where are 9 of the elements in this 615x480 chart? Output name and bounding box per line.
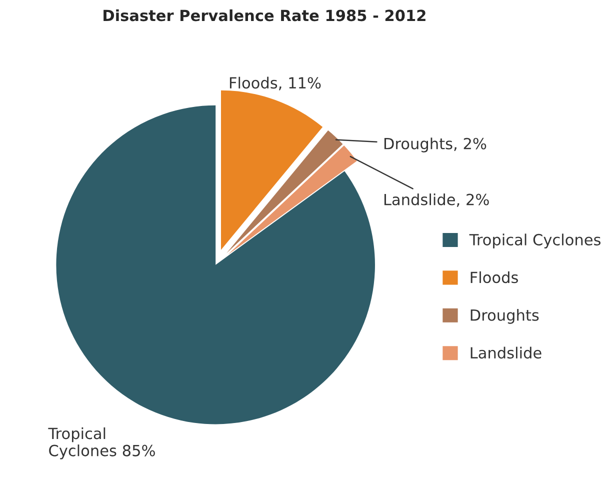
legend-label: Droughts [470, 309, 539, 324]
data-label: Floods, 11% [230, 76, 321, 90]
data-label: Tropical Cyclones 85% [48, 427, 155, 460]
legend-label: Tropical Cyclones [469, 234, 600, 248]
legend-label: Landslide [470, 346, 542, 359]
data-label: Landslide, 2% [384, 193, 489, 207]
chart-title: Disaster Pervalence Rate 1985 - 2012 [104, 9, 426, 22]
data-label: Droughts, 2% [384, 138, 486, 152]
legend-label: Floods [470, 271, 518, 284]
